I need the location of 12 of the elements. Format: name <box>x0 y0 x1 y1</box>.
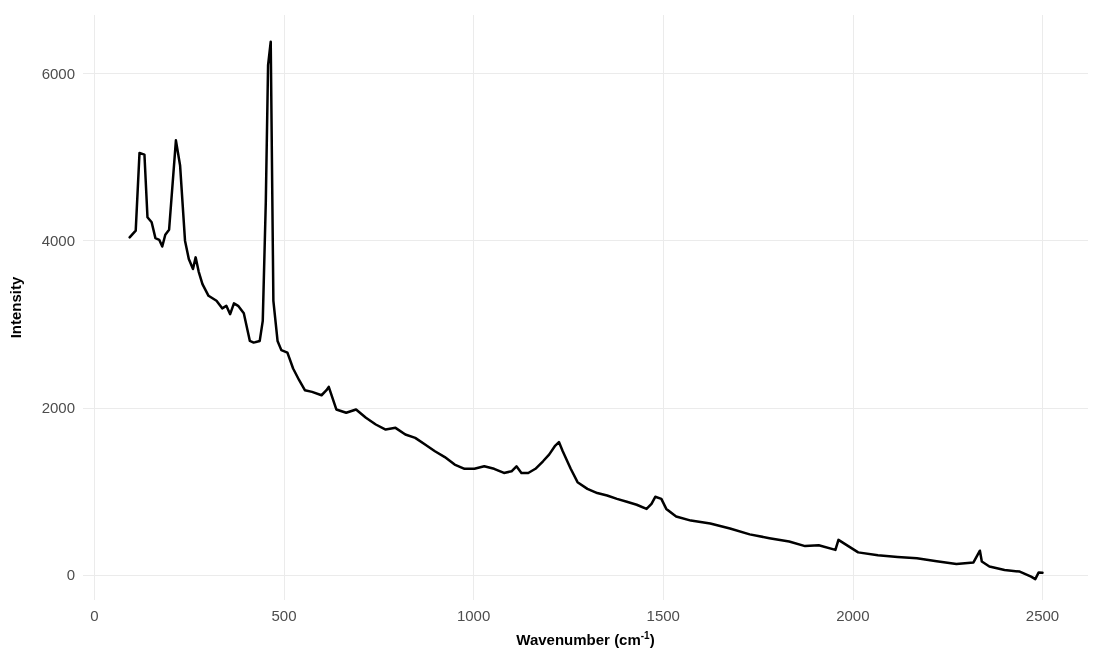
y-tick-label: 2000 <box>41 399 75 417</box>
x-tick-label: 2000 <box>836 607 870 624</box>
x-tick-label: 2500 <box>1025 607 1060 624</box>
y-axis-title: Intensity <box>7 276 24 339</box>
x-tick-label: 500 <box>271 607 297 624</box>
x-tick-label: 1000 <box>456 607 491 624</box>
y-tick-label: 0 <box>66 566 75 584</box>
y-tick-label: 6000 <box>41 65 75 82</box>
x-tick-label: 1500 <box>646 607 680 624</box>
y-tick-label: 4000 <box>41 232 75 250</box>
line-series <box>128 40 1044 581</box>
x-tick-label: 0 <box>90 607 99 624</box>
